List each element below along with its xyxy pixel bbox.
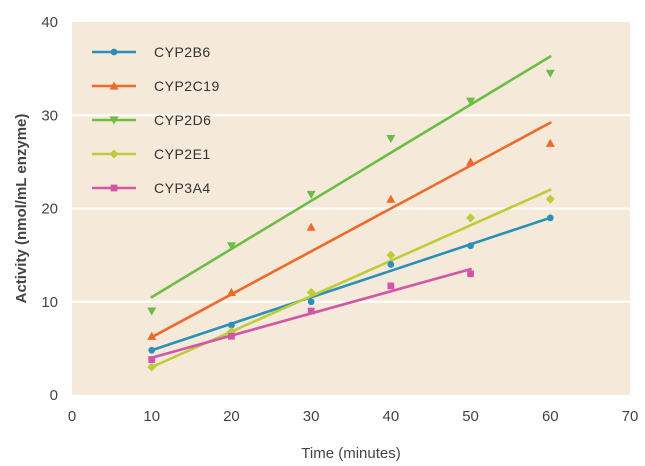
- data-point-cyp3a4: [387, 282, 395, 290]
- x-tick-label: 10: [143, 408, 160, 425]
- legend-marker-cyp2d6: [109, 116, 119, 125]
- data-point-cyp2d6: [466, 97, 476, 106]
- legend-marker-cyp2b6: [110, 48, 118, 56]
- y-tick-label: 30: [41, 107, 58, 124]
- y-tick-label: 0: [50, 387, 58, 404]
- y-tick-label: 40: [41, 14, 58, 31]
- legend-label-cyp2d6: CYP2D6: [154, 112, 211, 128]
- trendline-cyp2d6: [150, 55, 552, 299]
- x-tick-label: 60: [542, 408, 559, 425]
- data-point-cyp2d6: [147, 307, 157, 316]
- legend-label-cyp2c19: CYP2C19: [154, 78, 220, 94]
- data-markers: [147, 69, 555, 372]
- x-tick-label: 0: [68, 408, 76, 425]
- legend-marker-cyp3a4: [110, 184, 118, 192]
- data-point-cyp2c19: [386, 194, 396, 203]
- data-point-cyp2d6: [306, 190, 316, 200]
- x-axis-label: Time (minutes): [301, 445, 400, 462]
- legend: CYP2B6 CYP2C19 CYP2D6 CYP2E1 CYP3A4: [92, 44, 220, 196]
- data-point-cyp2b6: [307, 298, 315, 306]
- data-point-cyp2b6: [148, 346, 156, 354]
- y-tick-label: 10: [41, 294, 58, 311]
- data-point-cyp2b6: [546, 214, 554, 222]
- data-point-cyp2c19: [545, 138, 555, 147]
- data-point-cyp2d6: [226, 242, 236, 251]
- data-point-cyp3a4: [307, 307, 315, 315]
- legend-label-cyp2b6: CYP2B6: [154, 44, 211, 60]
- data-point-cyp2c19: [147, 331, 157, 340]
- x-tick-label: 70: [622, 408, 639, 425]
- data-point-cyp2c19: [466, 157, 476, 166]
- legend-label-cyp3a4: CYP3A4: [154, 180, 211, 196]
- x-tick-label: 20: [223, 408, 240, 425]
- tick-labels: 0 10 20 30 40 0 10 20 30 40 50 60 70: [41, 14, 638, 425]
- legend-marker-cyp2e1: [109, 149, 119, 159]
- data-point-cyp2b6: [467, 242, 474, 250]
- data-point-cyp2d6: [545, 69, 555, 78]
- y-tick-label: 20: [41, 201, 58, 218]
- trendline-cyp2b6: [150, 216, 552, 352]
- y-axis-label: Activity (nmol/mL enzyme): [13, 114, 30, 304]
- data-point-cyp3a4: [148, 356, 156, 363]
- x-tick-label: 50: [462, 408, 479, 425]
- legend-label-cyp2e1: CYP2E1: [154, 146, 211, 162]
- trendline-cyp2e1: [150, 188, 552, 369]
- data-point-cyp2b6: [228, 321, 235, 329]
- data-point-cyp2e1: [306, 287, 316, 297]
- x-tick-label: 40: [383, 408, 400, 425]
- data-point-cyp2e1: [545, 194, 555, 204]
- trendline-cyp2c19: [150, 121, 552, 339]
- data-point-cyp2c19: [306, 222, 316, 231]
- legend-marker-cyp2c19: [109, 81, 119, 90]
- data-point-cyp2b6: [387, 261, 395, 268]
- x-tick-label: 30: [303, 408, 320, 425]
- data-point-cyp2e1: [386, 250, 396, 260]
- data-point-cyp2e1: [466, 213, 476, 223]
- data-point-cyp3a4: [467, 270, 474, 278]
- data-point-cyp3a4: [228, 332, 235, 340]
- data-point-cyp2d6: [386, 134, 396, 144]
- data-point-cyp2e1: [147, 362, 157, 372]
- data-point-cyp2c19: [226, 287, 236, 297]
